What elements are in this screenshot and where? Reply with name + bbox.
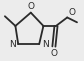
- Text: O: O: [69, 8, 76, 17]
- Text: O: O: [50, 49, 57, 58]
- Text: O: O: [27, 2, 34, 11]
- Text: N: N: [42, 40, 49, 49]
- Text: N: N: [9, 40, 15, 49]
